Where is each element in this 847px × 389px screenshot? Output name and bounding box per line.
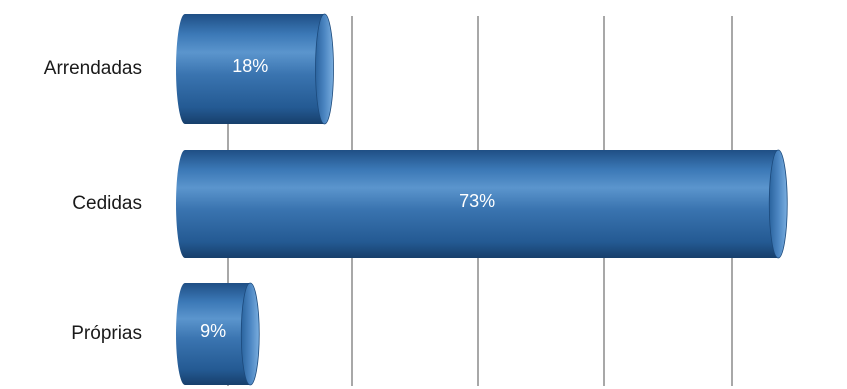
bar-body [176,283,251,385]
category-label: Próprias [71,323,142,344]
bar-end-cap [240,282,260,386]
data-label: 18% [232,56,268,76]
bar-body [176,14,325,124]
data-label: 9% [200,321,226,341]
category-label: Arrendadas [44,58,142,79]
bar-body [176,150,779,258]
data-label: 73% [459,191,495,211]
bar-próprias: 9% [176,282,260,386]
bar-end-cap [315,13,334,125]
bar-end-cap [768,149,788,259]
category-labels: Arrendadas Cedidas Próprias [44,58,142,344]
bars: 18% 73% 9% [176,13,788,386]
category-label: Cedidas [72,193,142,214]
bar-arrendadas: 18% [176,13,334,125]
bar-cedidas: 73% [176,149,788,259]
